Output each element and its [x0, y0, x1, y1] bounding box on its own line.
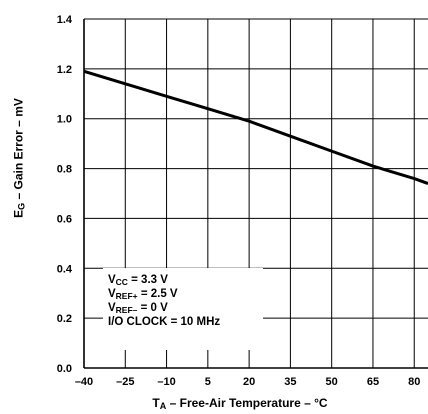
- x-tick-label: 50: [326, 376, 338, 388]
- y-tick-label: 0.8: [57, 164, 72, 176]
- grid-lines: [84, 19, 428, 368]
- x-tick-label: –40: [75, 376, 93, 388]
- x-tick-labels: –40 –25 –10 5 20 35 50 65 80: [75, 376, 421, 388]
- x-tick-label: 65: [367, 376, 379, 388]
- x-tick-label: –10: [157, 376, 175, 388]
- annotation-line-vref-minus: VREF– = 0 V: [108, 302, 168, 315]
- series-layer: [83, 69, 428, 185]
- x-tick-label: 5: [205, 376, 211, 388]
- y-tick-label: 0.0: [57, 363, 72, 375]
- y-tick-label: 1.0: [57, 114, 72, 126]
- conditions-annotation: VCC = 3.3 V VREF+ = 2.5 V VREF– = 0 V I/…: [103, 268, 263, 350]
- y-tick-label: 1.2: [57, 64, 72, 76]
- y-tick-label: 0.6: [57, 213, 72, 225]
- x-tick-label: –25: [116, 376, 134, 388]
- y-axis-label: EG – Gain Error – mV: [11, 98, 27, 218]
- x-tick-label: 20: [243, 376, 255, 388]
- annotation-line-vcc: VCC = 3.3 V: [108, 274, 168, 287]
- x-tick-label: 35: [284, 376, 296, 388]
- y-tick-label: 0.4: [57, 263, 73, 275]
- y-tick-labels: 0.0 0.2 0.4 0.6 0.8 1.0 1.2 1.4: [57, 14, 73, 375]
- series-line: [83, 69, 428, 185]
- y-tick-label: 1.4: [57, 14, 73, 26]
- annotation-line-clock: I/O CLOCK = 10 MHz: [108, 316, 221, 328]
- x-axis-label: TA – Free-Air Temperature – °C: [152, 396, 328, 411]
- annotation-line-vref-plus: VREF+ = 2.5 V: [108, 288, 178, 301]
- x-tick-label: 80: [408, 376, 420, 388]
- y-tick-label: 0.2: [57, 313, 72, 325]
